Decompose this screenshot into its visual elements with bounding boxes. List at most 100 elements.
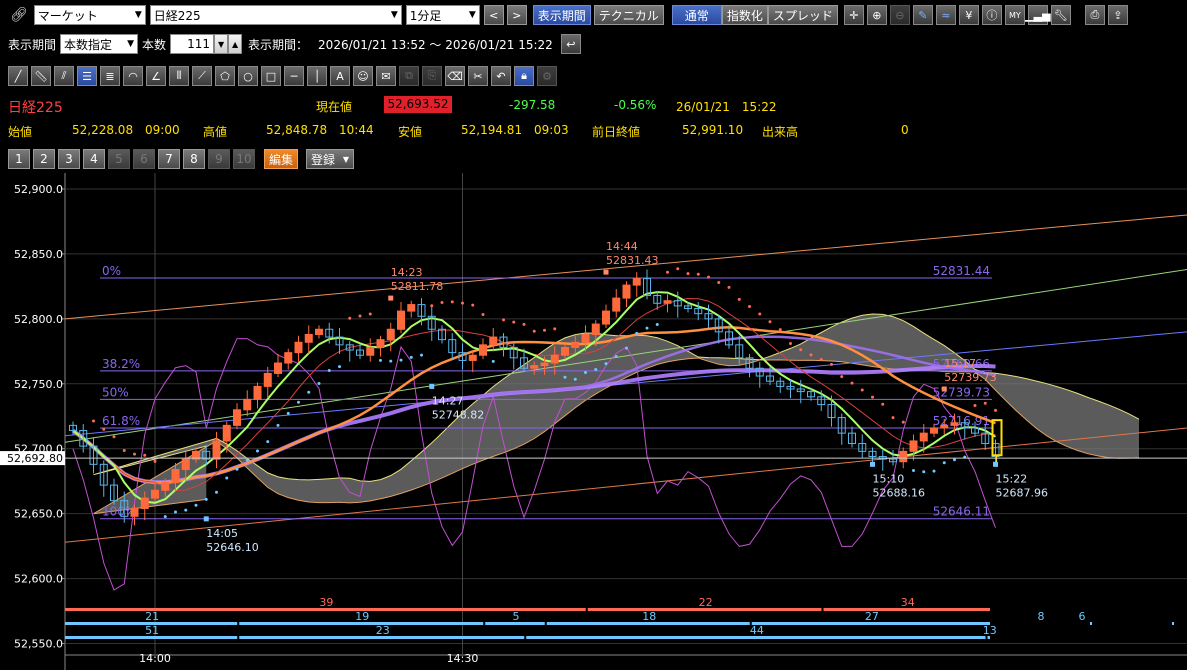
sar-dot xyxy=(430,304,434,308)
candle-body xyxy=(612,297,621,312)
fibonacci-icon[interactable]: ≣ xyxy=(100,66,120,86)
candle-body xyxy=(919,432,928,442)
pentagon-icon[interactable]: ⬠ xyxy=(215,66,235,86)
erase-all-icon[interactable]: ✂ xyxy=(468,66,488,86)
sar-dot xyxy=(491,359,495,363)
horizontal-lines-icon[interactable]: ☰ xyxy=(77,66,97,86)
chart-background xyxy=(0,173,1187,670)
trend-line-blue xyxy=(64,331,1187,437)
vline-icon[interactable]: │ xyxy=(307,66,327,86)
sar-dot xyxy=(307,390,311,394)
count-mode-select[interactable]: 本数指定 ▼ xyxy=(60,34,139,54)
gann-icon[interactable]: ⟋ xyxy=(192,66,212,86)
annotation-time: 15:17 xyxy=(944,357,976,370)
trendline-icon[interactable]: ╱ xyxy=(8,66,28,86)
candle-body xyxy=(110,484,118,502)
price-chart[interactable]: 52,900.052,850.052,800.052,750.052,700.0… xyxy=(0,173,1187,670)
reset-icon[interactable]: ↩ xyxy=(560,34,581,54)
interval-select[interactable]: 1分足 ▼ xyxy=(405,5,480,25)
technical-button[interactable]: テクニカル xyxy=(593,5,664,25)
preset-button-6[interactable]: 6 xyxy=(133,149,155,169)
volume-chart-icon[interactable]: ▁▃▅ xyxy=(1025,5,1051,25)
emoji-icon[interactable]: ☺ xyxy=(353,66,373,86)
fib-level-value: 52646.11 xyxy=(933,505,990,519)
pen-icon[interactable]: ✎ xyxy=(912,5,933,25)
paste-icon[interactable]: ⎘ xyxy=(422,66,442,86)
candle-body xyxy=(397,310,405,330)
sar-dot xyxy=(717,281,721,285)
info-icon[interactable]: ⓘ xyxy=(981,5,1002,25)
my-chart-icon[interactable]: MY xyxy=(1004,5,1025,25)
rectangle-icon[interactable]: □ xyxy=(261,66,281,86)
symbol-select[interactable]: 日経225 ▼ xyxy=(149,5,402,25)
sar-dot xyxy=(122,448,126,452)
count-down-button[interactable]: ▼ xyxy=(214,34,229,54)
eraser-icon[interactable]: ⌫ xyxy=(445,66,465,86)
channel-icon[interactable]: ⫽ xyxy=(54,66,74,86)
sar-dot xyxy=(481,312,485,316)
preset-button-8[interactable]: 8 xyxy=(183,149,205,169)
trend-line-lower xyxy=(64,427,1187,543)
market-select[interactable]: マーケット ▼ xyxy=(33,5,146,25)
count-up-button[interactable]: ▲ xyxy=(228,34,243,54)
normal-button[interactable]: 通常 xyxy=(671,5,722,25)
preset-button-7[interactable]: 7 xyxy=(158,149,180,169)
hline-icon[interactable]: ─ xyxy=(284,66,304,86)
prev-button[interactable]: < xyxy=(483,5,504,25)
zoom-in-icon[interactable]: ⊕ xyxy=(866,5,887,25)
candle-body xyxy=(520,357,528,369)
current-value: 52,693.52 xyxy=(384,96,452,113)
text-icon[interactable]: A xyxy=(330,66,350,86)
wrench-icon[interactable]: 🔧︎ xyxy=(1050,5,1071,25)
undo-icon[interactable]: ↶ xyxy=(491,66,511,86)
preset-button-1[interactable]: 1 xyxy=(8,149,30,169)
count-input[interactable]: 111 xyxy=(170,34,215,54)
sar-dot xyxy=(317,381,321,385)
sar-dot xyxy=(440,300,444,304)
export-icon[interactable]: ⇪ xyxy=(1107,5,1128,25)
sar-dot xyxy=(676,267,680,271)
preset-button-9[interactable]: 9 xyxy=(208,149,230,169)
lock-icon[interactable]: 🔒︎ xyxy=(514,66,534,86)
register-select[interactable]: 登録 ▼ xyxy=(306,149,355,169)
preset-button-4[interactable]: 4 xyxy=(83,149,105,169)
annotation-time: 14:27 xyxy=(432,394,464,407)
spread-button[interactable]: スプレッド xyxy=(767,5,838,25)
circle-icon[interactable]: ○ xyxy=(238,66,258,86)
candle-body xyxy=(653,294,662,304)
preset-button-2[interactable]: 2 xyxy=(33,149,55,169)
wave-icon[interactable]: ≈ xyxy=(935,5,956,25)
vertical-lines-icon[interactable]: ⦀ xyxy=(169,66,189,86)
preset-button-10[interactable]: 10 xyxy=(233,149,255,169)
zoom-out-icon[interactable]: ⊖ xyxy=(889,5,910,25)
candle-body xyxy=(755,367,764,377)
candle-body xyxy=(776,380,785,387)
counter-row2-value: 8 xyxy=(1038,610,1045,623)
ruler-icon[interactable]: 📏︎ xyxy=(31,66,51,86)
copy-icon[interactable]: ⧉ xyxy=(399,66,419,86)
period-button[interactable]: 表示期間 xyxy=(532,5,591,25)
crosshair-icon[interactable]: ✛ xyxy=(843,5,864,25)
preset-button-5[interactable]: 5 xyxy=(108,149,130,169)
next-button[interactable]: > xyxy=(506,5,527,25)
print-icon[interactable]: ⎙ xyxy=(1084,5,1105,25)
yen-icon[interactable]: ¥ xyxy=(958,5,979,25)
counter-row2-value: 6 xyxy=(1079,610,1086,623)
note-icon[interactable]: ✉ xyxy=(376,66,396,86)
candle-body xyxy=(725,331,733,346)
link-icon[interactable]: 🔗︎ xyxy=(10,7,28,23)
sar-dot xyxy=(420,353,423,357)
counter-row1-value: 34 xyxy=(901,596,915,609)
preset-button-3[interactable]: 3 xyxy=(58,149,80,169)
sar-dot xyxy=(901,420,905,424)
fan-icon[interactable]: ∠ xyxy=(146,66,166,86)
edit-button[interactable]: 編集 xyxy=(264,149,299,169)
settings-gear-icon[interactable]: ⚙ xyxy=(537,66,557,86)
sar-dot xyxy=(194,503,198,507)
sar-dot xyxy=(368,312,372,316)
candle-body xyxy=(530,365,539,369)
annotation-price: 52688.16 xyxy=(873,486,926,499)
arc-icon[interactable]: ◠ xyxy=(123,66,143,86)
sar-dot xyxy=(389,359,393,363)
index-button[interactable]: 指数化 xyxy=(721,5,768,25)
